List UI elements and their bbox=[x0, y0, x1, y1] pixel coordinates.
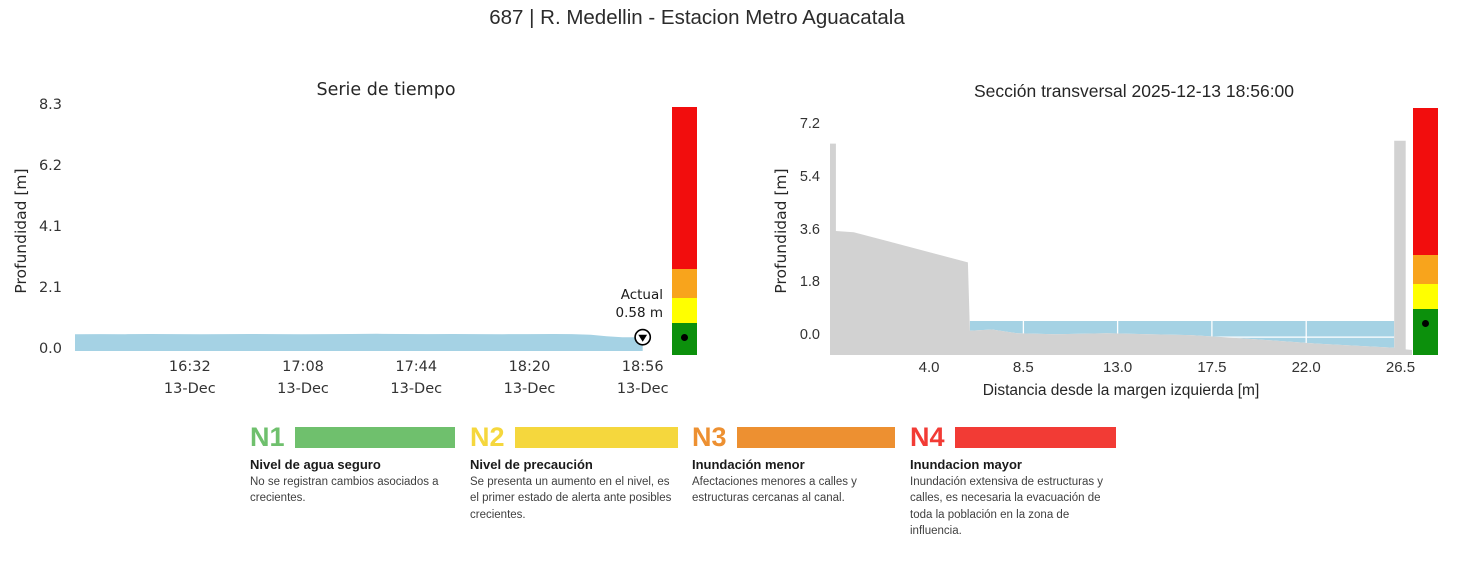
y-tick-label: 7.2 bbox=[799, 116, 820, 133]
y-tick-label: 6.2 bbox=[38, 158, 62, 174]
water-level-series bbox=[75, 333, 643, 351]
x-tick-label: 18:20 13-Dec bbox=[503, 359, 556, 397]
x-tick-label: 22.0 bbox=[1291, 359, 1321, 376]
y-tick-label: 2.1 bbox=[38, 280, 62, 296]
crosssection-plot bbox=[830, 107, 1412, 355]
n3-code: N3 bbox=[692, 422, 727, 452]
annotation-value: 0.58 m bbox=[615, 304, 663, 321]
alert-segment-n4 bbox=[1413, 108, 1438, 256]
alert-colorbar-crosssection bbox=[1413, 108, 1438, 355]
current-level-dot bbox=[1422, 319, 1429, 327]
n1-code: N1 bbox=[250, 422, 285, 452]
n3-title: Inundación menor bbox=[692, 457, 805, 472]
alert-segment-n3 bbox=[1413, 255, 1438, 285]
timeseries-title: Serie de tiempo bbox=[316, 80, 456, 100]
page-title: 687 | R. Medellin - Estacion Metro Aguac… bbox=[489, 6, 905, 29]
legend-level-n2: N2 Nivel de precaución Se presenta un au… bbox=[470, 424, 678, 523]
n2-title: Nivel de precaución bbox=[470, 457, 593, 472]
alert-segment-n4 bbox=[672, 107, 697, 269]
crosssection-title: Sección transversal 2025-12-13 18:56:00 bbox=[973, 81, 1295, 101]
x-tick-label: 18:56 13-Dec bbox=[616, 359, 669, 397]
n4-code: N4 bbox=[910, 422, 945, 452]
y-tick-label: 0.0 bbox=[38, 341, 62, 357]
alert-segment-n2 bbox=[672, 298, 697, 324]
y-tick-label: 1.8 bbox=[799, 274, 820, 291]
x-tick-label: 17:44 13-Dec bbox=[390, 359, 443, 397]
n1-color-bar bbox=[294, 427, 455, 448]
current-level-marker bbox=[634, 328, 652, 346]
y-tick-label: 0.0 bbox=[799, 327, 820, 344]
n2-description: Se presenta un aumento en el nivel, es e… bbox=[470, 476, 672, 521]
y-tick-label: 8.3 bbox=[38, 97, 62, 113]
n2-code: N2 bbox=[470, 422, 505, 452]
alert-segment-n1 bbox=[1413, 309, 1438, 355]
x-tick-label: 4.0 bbox=[918, 359, 940, 376]
n4-description: Inundación extensiva de estructuras y ca… bbox=[910, 476, 1104, 537]
x-tick-label: 17:08 13-Dec bbox=[277, 359, 329, 397]
x-tick-label: 13.0 bbox=[1103, 359, 1133, 376]
x-tick-label: 17.5 bbox=[1197, 359, 1227, 376]
n3-color-bar bbox=[736, 427, 895, 448]
n1-description: No se registran cambios asociados a crec… bbox=[250, 476, 439, 505]
crosssection-x-axis-label: Distancia desde la margen izquierda [m] bbox=[982, 382, 1260, 399]
n4-color-bar bbox=[954, 427, 1116, 448]
alert-segment-n3 bbox=[672, 268, 697, 299]
legend-level-n1: N1 Nivel de agua seguro No se registran … bbox=[250, 424, 455, 507]
y-tick-label: 5.4 bbox=[799, 168, 820, 185]
x-tick-label: 26.5 bbox=[1385, 359, 1416, 376]
y-tick-label: 3.6 bbox=[799, 221, 820, 238]
alert-segment-n2 bbox=[1413, 284, 1438, 310]
terrain-cross-section bbox=[830, 140, 1412, 355]
current-level-dot bbox=[681, 333, 688, 341]
n4-title: Inundacion mayor bbox=[910, 457, 1022, 472]
timeseries-plot bbox=[75, 328, 652, 351]
n2-color-bar bbox=[514, 427, 678, 448]
x-tick-label: 8.5 bbox=[1012, 359, 1034, 376]
alert-colorbar-timeseries bbox=[672, 107, 697, 355]
n1-title: Nivel de agua seguro bbox=[250, 457, 381, 472]
legend-level-n4: N4 Inundacion mayor Inundación extensiva… bbox=[910, 424, 1116, 539]
current-level-annotation: Actual 0.58 m bbox=[543, 287, 663, 322]
annotation-label: Actual bbox=[620, 287, 663, 303]
y-tick-label: 4.1 bbox=[38, 219, 62, 235]
n3-description: Afectaciones menores a calles y estructu… bbox=[692, 476, 857, 505]
water-area bbox=[969, 321, 1395, 348]
legend-level-n3: N3 Inundación menor Afectaciones menores… bbox=[692, 424, 895, 507]
x-tick-label: 16:32 13-Dec bbox=[163, 359, 216, 397]
